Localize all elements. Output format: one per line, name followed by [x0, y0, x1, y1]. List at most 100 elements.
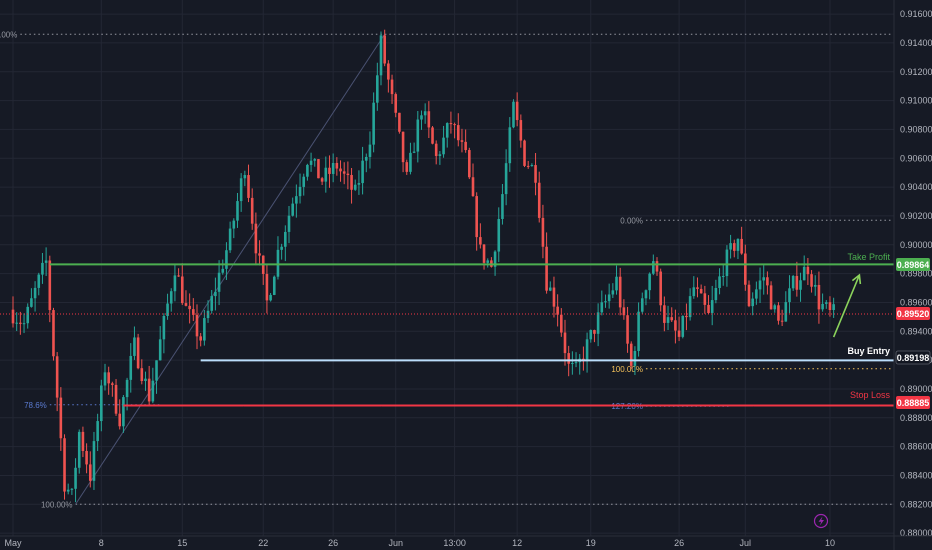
candle	[140, 359, 144, 385]
candle-body	[548, 287, 552, 291]
y-tick-label: 0.88200	[900, 499, 932, 509]
candle	[626, 306, 629, 353]
candle-body	[479, 237, 482, 245]
candle-body	[368, 144, 372, 157]
candle	[317, 159, 320, 179]
candle	[15, 312, 18, 332]
candle	[111, 381, 114, 397]
candle-body	[26, 306, 30, 324]
candle	[195, 304, 199, 350]
candle-body	[350, 175, 353, 190]
candle-body	[515, 101, 519, 121]
candle	[552, 276, 556, 318]
candle	[26, 303, 30, 329]
candle	[663, 296, 666, 332]
candle-body	[707, 304, 710, 313]
candle	[471, 163, 475, 197]
candle	[777, 302, 780, 325]
candle	[526, 160, 530, 169]
candle	[696, 277, 699, 298]
candle	[629, 341, 633, 369]
candle	[784, 291, 788, 322]
candle	[769, 281, 773, 310]
y-tick-label: 0.90600	[900, 153, 932, 163]
candle-body	[563, 332, 567, 354]
candle-body	[236, 201, 239, 221]
candle	[33, 281, 37, 312]
lightning-bolt-icon[interactable]	[813, 513, 829, 529]
candle	[169, 288, 173, 312]
candle-body	[284, 231, 287, 247]
candle	[335, 157, 339, 176]
candle	[740, 226, 743, 255]
candle-body	[523, 140, 526, 166]
candle	[302, 173, 306, 196]
candle-body	[144, 378, 147, 381]
candle	[88, 451, 92, 488]
candle	[556, 294, 559, 327]
x-tick-label: 8	[99, 538, 104, 548]
candle-body	[81, 431, 85, 451]
candle-body	[217, 272, 221, 292]
candle-body	[604, 301, 607, 303]
candle	[718, 268, 721, 295]
candle-body	[530, 165, 534, 167]
candle	[114, 379, 118, 416]
candle-body	[773, 305, 777, 310]
candle-body	[821, 303, 824, 310]
candle-body	[710, 300, 714, 313]
candle	[707, 295, 710, 314]
candle-body	[100, 385, 103, 422]
candle-body	[666, 317, 670, 323]
x-tick-label: 26	[328, 538, 338, 548]
candle-body	[11, 309, 15, 324]
x-tick-label: 19	[586, 538, 596, 548]
candle	[162, 313, 166, 354]
candle	[342, 162, 346, 185]
candle	[618, 267, 622, 316]
candle-body	[648, 273, 651, 291]
candle	[184, 290, 188, 307]
candle	[563, 319, 567, 366]
candle	[571, 351, 574, 375]
candle	[523, 139, 526, 168]
candle-body	[372, 102, 375, 145]
candle-body	[663, 305, 666, 323]
candle	[788, 275, 791, 314]
fib-trend-line	[75, 34, 386, 505]
candle	[615, 265, 618, 295]
candle-body	[328, 167, 331, 174]
candle-body	[221, 268, 225, 273]
candle	[350, 167, 353, 204]
candle	[456, 113, 460, 147]
svg-text:0.89864: 0.89864	[897, 260, 930, 270]
x-tick-label: 15	[177, 538, 187, 548]
candle	[659, 268, 662, 312]
candle	[670, 307, 674, 323]
candle	[468, 147, 471, 180]
candle	[703, 285, 707, 314]
candle	[541, 204, 545, 259]
candle-body	[295, 196, 298, 204]
candle-body	[70, 488, 74, 490]
candle	[276, 236, 280, 280]
candle-body	[637, 311, 640, 351]
candle-body	[817, 284, 821, 310]
candle-body	[55, 356, 59, 398]
candle-body	[59, 397, 63, 439]
candle-body	[85, 450, 88, 465]
candle	[92, 431, 96, 490]
candle	[22, 313, 26, 334]
candle-body	[512, 101, 515, 128]
candle-body	[747, 284, 751, 307]
candle	[813, 275, 817, 296]
candle	[298, 173, 302, 204]
candle-body	[412, 151, 416, 153]
candle	[780, 309, 784, 327]
y-tick-label: 0.90000	[900, 240, 932, 250]
candle-body	[449, 123, 453, 125]
candle	[515, 92, 519, 127]
